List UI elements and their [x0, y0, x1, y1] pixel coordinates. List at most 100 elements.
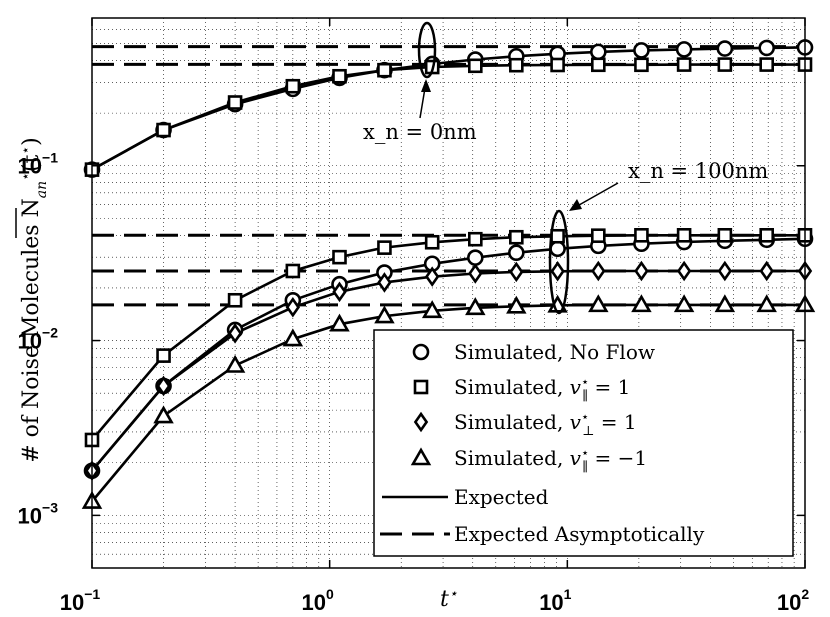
marker-square-series-3 [468, 231, 483, 247]
arrowhead-xn0 [421, 79, 431, 92]
marker-diamond-series-4 [509, 261, 524, 283]
marker-diamond-series-4 [759, 260, 774, 282]
curve-series-0 [91, 46, 806, 171]
curve-series-2 [91, 237, 806, 472]
marker-square-series-3 [509, 229, 524, 245]
marker-triangle-series-5 [153, 405, 174, 424]
marker-square-series-1 [377, 62, 392, 78]
legend-suffix: = 1 [594, 410, 636, 434]
marker-circle-series-2 [508, 244, 525, 262]
y-tick-exponent: −2 [42, 325, 58, 341]
legend-star: ⋆ [581, 410, 589, 425]
legend-prefix: Expected [454, 485, 549, 509]
legend-prefix: Simulated, [454, 446, 570, 470]
legend-label-0: Simulated, No Flow [454, 340, 655, 364]
legend-label-4: Expected [454, 485, 549, 509]
marker-triangle-series-5 [588, 294, 609, 313]
legend-symbol: v [570, 375, 582, 399]
legend-label-1: Simulated, v⋆ ∥ = 1 [454, 375, 630, 404]
legend-symbol: v [570, 446, 582, 470]
marker-diamond-series-4 [550, 261, 565, 282]
marker-diamond-series-4 [591, 260, 606, 282]
legend-triangle-marker [410, 447, 432, 466]
legend-suffix: = −1 [588, 446, 647, 470]
x-axis-label: t⋆ [440, 586, 458, 612]
arrowhead-xn100 [569, 199, 582, 211]
marker-diamond-series-4 [468, 263, 483, 284]
marker-square-series-1 [676, 57, 692, 72]
marker-square-series-3 [332, 249, 347, 265]
annotation-xn100: x_n = 100nm [628, 159, 768, 183]
marker-square-series-1 [332, 68, 347, 84]
legend-subscript: ∥ [582, 460, 588, 475]
marker-circle-series-0 [590, 43, 607, 61]
marker-square-series-1 [759, 57, 774, 72]
marker-diamond-series-4 [425, 266, 440, 287]
curve-series-3 [91, 234, 805, 441]
marker-circle-series-0 [633, 42, 650, 59]
marker-diamond-series-4 [634, 260, 649, 282]
marker-triangle-series-5 [421, 300, 443, 319]
x-tick-label: 101 [539, 586, 571, 615]
marker-square-series-1 [285, 78, 301, 94]
marker-square-series-3 [591, 228, 606, 243]
y-tick-exponent: −1 [42, 150, 58, 166]
marker-triangle-series-5 [631, 294, 652, 313]
x-tick-exponent: 0 [326, 586, 334, 602]
marker-triangle-series-5 [673, 294, 695, 313]
y-tick-label: 10−1 [18, 150, 59, 179]
marker-diamond-series-4 [227, 323, 243, 344]
axes-frame [91, 17, 806, 569]
y-tick-exponent: −3 [42, 499, 58, 515]
marker-triangle-series-5 [329, 313, 350, 332]
marker-diamond-series-4 [377, 272, 392, 293]
x-tick-label: 100 [302, 586, 334, 615]
marker-square-series-1 [227, 95, 243, 110]
legend-subscript: ∥ [582, 389, 588, 404]
marker-triangle-series-5 [282, 328, 304, 347]
marker-diamond-series-4 [676, 260, 692, 282]
legend-circle-marker [412, 343, 430, 361]
marker-circle-series-0 [716, 40, 734, 57]
marker-square-series-1 [550, 57, 565, 73]
marker-square-series-1 [509, 57, 524, 73]
y-tick-label: 10−3 [18, 499, 59, 528]
marker-square-series-3 [717, 228, 733, 243]
legend-star: ⋆ [581, 446, 589, 461]
marker-square-series-3 [227, 292, 243, 308]
legend-label-3: Simulated, v⋆ ∥ = −1 [454, 446, 647, 475]
marker-square-series-3 [156, 348, 171, 363]
marker-square-series-1 [717, 57, 733, 72]
marker-square-series-3 [634, 228, 649, 243]
legend-box [373, 329, 794, 557]
marker-square-series-3 [424, 234, 440, 250]
x-tick-exponent: 2 [801, 586, 809, 602]
marker-circle-series-0 [758, 39, 775, 57]
marker-circle-series-0 [675, 41, 693, 58]
series-curves [91, 46, 806, 503]
marker-diamond-series-4 [717, 260, 733, 282]
marker-square-series-1 [468, 58, 483, 74]
legend-suffix: = 1 [588, 375, 630, 399]
legend-star: ⋆ [581, 375, 589, 390]
marker-triangle-series-5 [714, 294, 736, 313]
legend-prefix: Expected Asymptotically [454, 522, 705, 546]
marker-square-series-3 [285, 263, 301, 279]
x-tick-label: 10−1 [60, 586, 101, 615]
ellipse-xn0 [417, 21, 437, 79]
legend-diamond-marker [413, 411, 429, 433]
marker-diamond-series-4 [285, 297, 301, 318]
marker-circle-series-2 [549, 240, 566, 258]
annotation-xn0: x_n = 0nm [363, 120, 477, 144]
y-axis-label: # of Noise Molecules Nan⋆(t⋆) [15, 137, 50, 463]
marker-square-series-1 [634, 57, 649, 73]
marker-square-series-3 [377, 240, 392, 255]
marker-square-series-3 [676, 228, 692, 243]
marker-square-series-3 [759, 228, 774, 243]
marker-square-series-3 [550, 228, 565, 244]
x-tick-label: 102 [777, 586, 809, 615]
y-axis-ticks: 10−310−210−1 [18, 150, 805, 528]
marker-diamond-series-4 [156, 375, 171, 397]
legend-label-5: Expected Asymptotically [454, 522, 705, 546]
